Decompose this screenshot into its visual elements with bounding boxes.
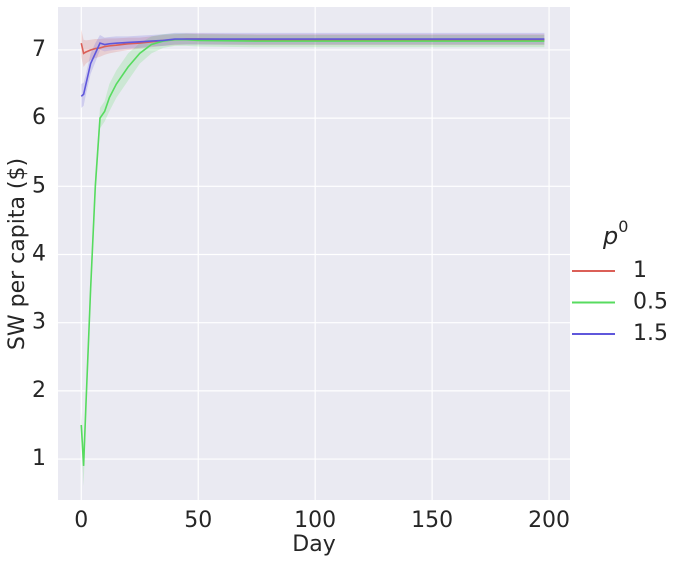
y-tick-label: 7 bbox=[32, 37, 46, 62]
legend-label: 1.5 bbox=[633, 321, 668, 346]
legend-title: p0 bbox=[602, 217, 628, 251]
y-tick-label: 4 bbox=[32, 242, 46, 267]
legend-title-sup: 0 bbox=[618, 217, 628, 236]
x-tick-label: 200 bbox=[528, 508, 570, 533]
confidence-band bbox=[81, 33, 545, 487]
plot-area bbox=[58, 7, 570, 500]
legend-label: 0.5 bbox=[633, 290, 668, 315]
x-axis-label: Day bbox=[292, 532, 335, 557]
series-line bbox=[80, 38, 545, 466]
legend-label: 1 bbox=[633, 258, 647, 283]
y-tick-label: 2 bbox=[32, 378, 46, 403]
legend-title-base: p bbox=[602, 222, 618, 250]
x-tick-label: 150 bbox=[411, 508, 453, 533]
series-line bbox=[80, 38, 545, 97]
x-tick-label: 50 bbox=[184, 508, 212, 533]
y-tick-label: 5 bbox=[32, 173, 46, 198]
y-tick-label: 3 bbox=[32, 310, 46, 335]
y-tick-label: 1 bbox=[32, 446, 46, 471]
y-axis-label: SW per capita ($) bbox=[5, 158, 30, 350]
x-tick-label: 0 bbox=[74, 508, 88, 533]
x-tick-label: 100 bbox=[294, 508, 336, 533]
y-tick-label: 6 bbox=[32, 105, 46, 130]
